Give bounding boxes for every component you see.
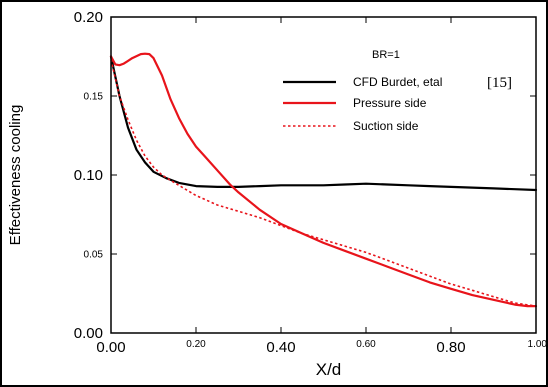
series-line-1	[109, 52, 538, 308]
y-tick-label: 0.00	[74, 325, 103, 342]
tick-layer: 0.00 0.20 0.40 0.60 0.80 1.00 0.00 0.05 0.10 0.15…	[74, 9, 548, 356]
x-tick-label: 0.60	[356, 339, 376, 350]
legend-label-2: Suction side	[353, 119, 419, 133]
series-line-2	[110, 59, 537, 307]
legend-label-0: CFD Burdet, etal	[353, 75, 442, 89]
legend-reference: [15]	[487, 75, 512, 91]
x-tick-label: 0.00	[96, 339, 125, 356]
x-tick-label: 0.40	[266, 339, 295, 356]
y-tick-label: 0.10	[74, 167, 103, 184]
y-tick-label: 0.20	[74, 9, 103, 26]
x-tick-label: 0.80	[436, 339, 465, 356]
x-tick-label: 0.20	[186, 339, 206, 350]
plot-area	[110, 16, 537, 334]
x-axis-label: X/d	[316, 360, 342, 379]
legend: BR=1 [15] CFD Burdet, etal Pressure side S…	[283, 49, 512, 133]
legend-label-1: Pressure side	[353, 96, 427, 110]
series-line-0	[109, 55, 538, 192]
y-axis-label: Effectiveness cooling	[7, 105, 24, 246]
y-tick-label: 0.05	[84, 250, 104, 261]
x-tick-label: 1.00	[528, 339, 548, 350]
series-layer	[109, 52, 538, 308]
legend-title: BR=1	[372, 49, 400, 61]
y-tick-label: 0.15	[84, 92, 104, 103]
